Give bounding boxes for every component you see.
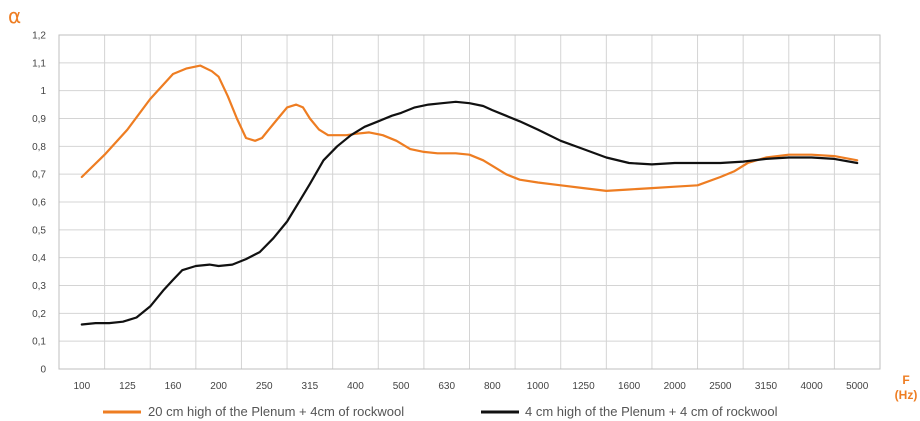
chart-legend: 20 cm high of the Plenum + 4cm of rockwo…	[103, 404, 778, 419]
y-axis-title: α	[8, 4, 21, 28]
y-tick-label: 0,7	[32, 170, 46, 181]
x-tick-label: 630	[438, 381, 455, 392]
y-tick-label: 0,1	[32, 337, 46, 348]
x-tick-label: 400	[347, 381, 364, 392]
x-tick-label: 800	[484, 381, 501, 392]
x-tick-label: 160	[165, 381, 182, 392]
x-tick-label: 3150	[755, 381, 778, 392]
chart-series	[80, 64, 859, 326]
y-tick-label: 1	[40, 86, 46, 97]
x-axis-unit: (Hz)	[895, 388, 918, 402]
x-tick-label: 315	[302, 381, 319, 392]
y-tick-label: 0,2	[32, 309, 46, 320]
y-tick-label: 0,8	[32, 142, 46, 153]
plot-frame	[58, 34, 881, 370]
x-tick-label: 5000	[846, 381, 869, 392]
x-tick-label: 100	[73, 381, 90, 392]
y-tick-label: 0,3	[32, 281, 46, 292]
x-tick-label: 1000	[527, 381, 550, 392]
legend-label-2: 4 cm high of the Plenum + 4 cm of rockwo…	[525, 404, 778, 419]
x-tick-label: 2500	[709, 381, 732, 392]
y-tick-label: 0,9	[32, 114, 46, 125]
x-tick-label: 2000	[664, 381, 687, 392]
x-tick-label: 4000	[800, 381, 823, 392]
x-axis-ticks: 100 125 160 200 250 315 400 500 630 800 1000 1250 16…	[73, 381, 868, 392]
series-line-1	[80, 64, 859, 192]
chart-grid	[58, 34, 881, 370]
y-tick-label: 0,4	[32, 253, 46, 264]
y-tick-label: 0,5	[32, 225, 46, 236]
x-tick-label: 250	[256, 381, 273, 392]
series-line-2	[80, 100, 859, 326]
x-tick-label: 125	[119, 381, 136, 392]
x-axis-title: F	[902, 373, 909, 387]
y-tick-label: 0	[40, 365, 46, 376]
y-tick-label: 1,1	[32, 58, 46, 69]
y-tick-label: 1,2	[32, 31, 46, 42]
y-tick-label: 0,6	[32, 198, 46, 209]
x-tick-label: 200	[210, 381, 227, 392]
legend-label-1: 20 cm high of the Plenum + 4cm of rockwo…	[148, 404, 404, 419]
y-axis-ticks: 0 0,1 0,2 0,3 0,4 0,5 0,6 0,7 0,8 0,9 1 1,1 1,2	[32, 31, 46, 376]
x-tick-label: 1250	[572, 381, 595, 392]
x-tick-label: 500	[393, 381, 410, 392]
x-tick-label: 1600	[618, 381, 641, 392]
